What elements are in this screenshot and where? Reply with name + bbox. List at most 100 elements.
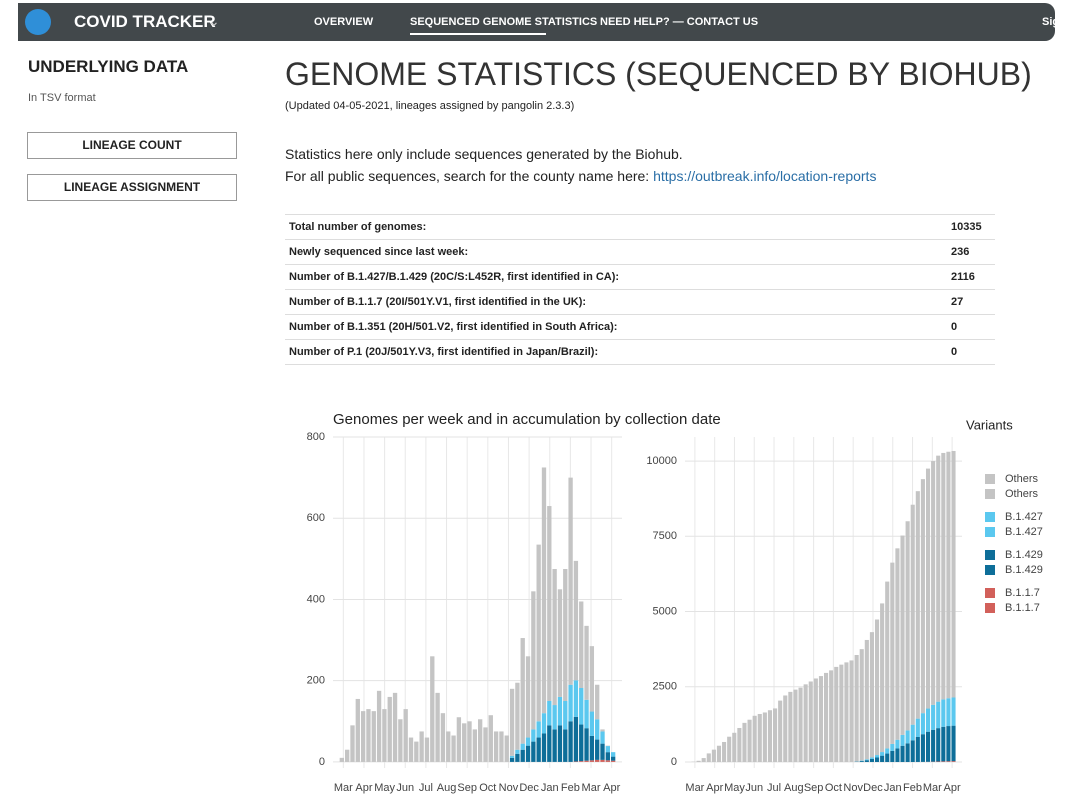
- bar-segment: [941, 452, 946, 700]
- bar-segment: [752, 715, 757, 762]
- table-cell: Newly sequenced since last week:: [285, 239, 947, 265]
- bar-segment: [568, 721, 573, 762]
- logo[interactable]: [25, 9, 51, 35]
- figure-title: Genomes per week and in accumulation by …: [333, 411, 721, 428]
- bar-segment: [880, 755, 885, 762]
- x-tick-label: Aug: [437, 782, 457, 794]
- bar-segment: [854, 655, 859, 762]
- bar-segment: [711, 749, 716, 762]
- bar-segment: [493, 731, 499, 762]
- table-row: Total number of genomes: 10335: [285, 214, 995, 240]
- table-cell: Number of B.1.1.7 (20I/501Y.V1, first id…: [285, 289, 947, 315]
- bar-segment: [435, 692, 440, 762]
- bar-segment: [536, 544, 541, 722]
- bar-segment: [925, 468, 931, 709]
- bar-segment: [864, 639, 869, 760]
- button[interactable]: LINEAGE COUNT: [27, 132, 237, 159]
- bar-segment: [579, 724, 584, 762]
- bar-segment: [366, 709, 371, 762]
- link[interactable]: https://outbreak.info/location-reports: [653, 168, 877, 184]
- bar-segment: [451, 735, 456, 762]
- bar-segment: [525, 745, 531, 762]
- sign-in[interactable]: Sig: [1042, 16, 1055, 28]
- bar-segment: [563, 729, 568, 762]
- legend-swatch: [985, 588, 995, 598]
- x-tick-label: Apr: [603, 782, 620, 794]
- bar-segment: [520, 749, 525, 762]
- bar-segment: [504, 735, 509, 762]
- legend-swatch: [985, 565, 995, 575]
- bar-segment: [525, 737, 531, 746]
- x-tick-label: Apr: [944, 782, 961, 794]
- bar-segment: [467, 721, 472, 762]
- x-tick-label: Oct: [825, 782, 842, 794]
- y-tick-label: 600: [307, 512, 325, 524]
- bar-segment: [509, 688, 515, 756]
- bar-segment: [880, 603, 885, 753]
- y-tick-label: 800: [307, 431, 325, 443]
- bar-segment: [520, 638, 525, 744]
- bar-segment: [946, 726, 951, 762]
- table-cell: Number of P.1 (20J/501Y.V3, first identi…: [285, 339, 947, 365]
- bar-segment: [915, 718, 920, 737]
- bar-segment: [462, 723, 467, 762]
- table-cell: 10335: [947, 214, 995, 240]
- dropdown-icon[interactable]: ⌄: [208, 13, 220, 29]
- bar-segment: [483, 727, 488, 762]
- bar-segment: [773, 708, 778, 762]
- nav-link[interactable]: SEQUENCED GENOME STATISTICS: [410, 16, 598, 28]
- brand[interactable]: COVID TRACKER: [74, 12, 216, 31]
- bar-segment: [579, 687, 584, 725]
- bar-segment: [716, 745, 722, 762]
- x-tick-label: Aug: [784, 782, 804, 794]
- y-tick-label: 5000: [653, 605, 677, 617]
- bar-segment: [584, 625, 589, 700]
- bar-segment: [398, 719, 403, 762]
- bar-segment: [589, 760, 595, 762]
- bar-segment: [419, 731, 424, 762]
- nav-bar: COVID TRACKER ⌄ OVERVIEW SEQUENCED GENOM…: [18, 3, 1055, 41]
- bar-segment: [859, 761, 864, 762]
- bar-segment: [834, 666, 839, 762]
- nav-link[interactable]: OVERVIEW: [314, 16, 374, 28]
- bar-segment: [339, 757, 345, 762]
- bar-segment: [605, 752, 610, 761]
- bar-segment: [584, 728, 589, 761]
- bar-segment: [541, 467, 547, 714]
- bar-segment: [536, 737, 541, 762]
- bar-segment: [925, 708, 931, 732]
- stats-table: Total number of genomes: 10335 Newly seque…: [285, 214, 995, 365]
- x-tick-label: Jan: [541, 782, 559, 794]
- bar-segment: [951, 697, 956, 726]
- bar-segment: [920, 479, 925, 714]
- table-cell: Total number of genomes:: [285, 214, 947, 240]
- bar-segment: [350, 725, 355, 762]
- bar-segment: [600, 731, 605, 744]
- bar-segment: [864, 759, 869, 761]
- x-tick-label: Jan: [884, 782, 902, 794]
- legend-title: Variants: [966, 417, 1013, 432]
- bar-segment: [757, 713, 762, 762]
- x-tick-label: Feb: [561, 782, 580, 794]
- bar-segment: [946, 698, 951, 727]
- bar-segment: [767, 710, 773, 762]
- legend-swatch: [985, 474, 995, 484]
- bar-segment: [859, 649, 864, 761]
- legend-swatch: [985, 550, 995, 560]
- button[interactable]: LINEAGE ASSIGNMENT: [27, 174, 237, 201]
- bar-segment: [941, 761, 946, 762]
- x-tick-label: Mar: [685, 782, 704, 794]
- note: For all public sequences, search for the…: [285, 168, 876, 184]
- bar-segment: [440, 713, 446, 762]
- legend-label: B.1.429: [1005, 549, 1043, 561]
- bar-segment: [824, 672, 829, 762]
- bar-segment: [430, 656, 435, 762]
- bar-segment: [610, 756, 616, 761]
- bar-segment: [920, 734, 925, 762]
- legend-label: Others: [1005, 473, 1039, 485]
- nav-link[interactable]: NEED HELP? — CONTACT US: [600, 16, 759, 28]
- x-tick-label: Apr: [355, 782, 372, 794]
- bar-segment: [345, 749, 350, 762]
- bar-segment: [818, 676, 823, 762]
- bar-segment: [568, 684, 573, 722]
